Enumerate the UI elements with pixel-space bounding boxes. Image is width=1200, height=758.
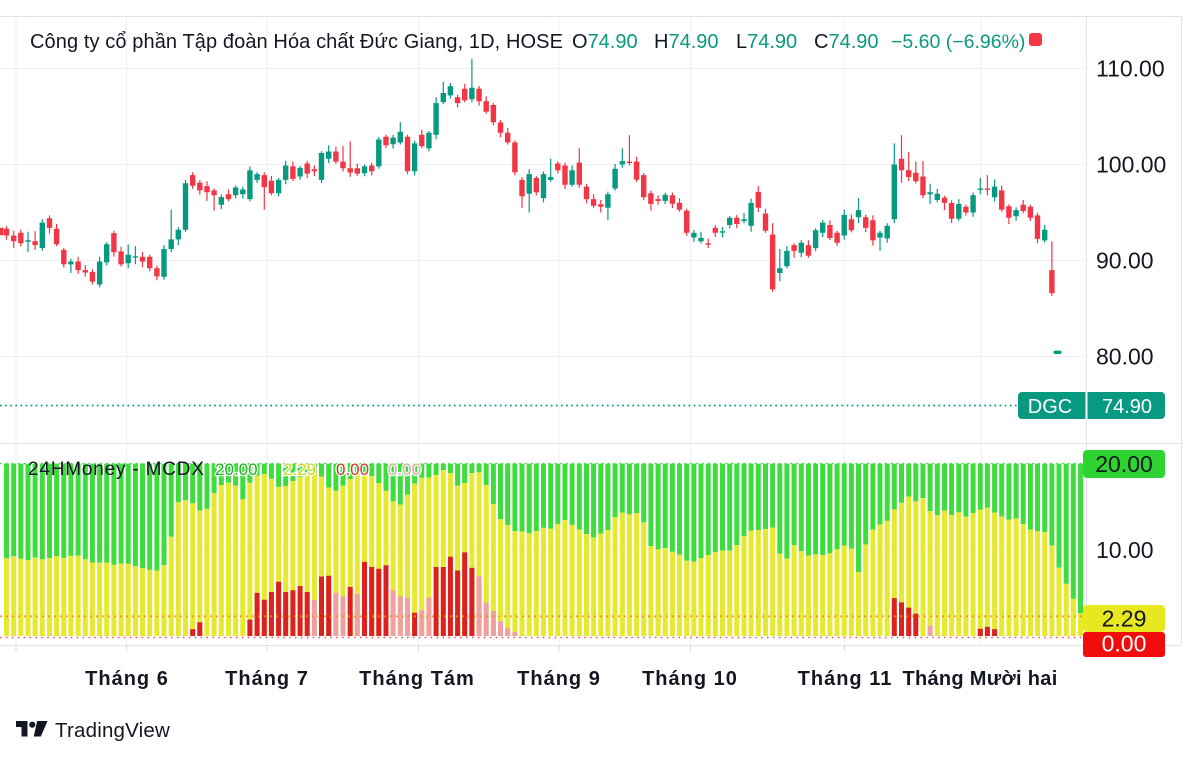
svg-text:2.29: 2.29 (1102, 606, 1147, 632)
svg-text:110.00: 110.00 (1096, 56, 1165, 82)
svg-text:100.00: 100.00 (1096, 152, 1166, 178)
svg-text:10.00: 10.00 (1096, 537, 1154, 563)
svg-text:0.00: 0.00 (1102, 631, 1147, 657)
svg-text:TradingView: TradingView (55, 719, 170, 742)
svg-text:0.00: 0.00 (336, 460, 369, 479)
svg-text:Tháng 9: Tháng 9 (517, 668, 601, 690)
svg-text:80.00: 80.00 (1096, 344, 1154, 370)
svg-text:Tháng 7: Tháng 7 (225, 668, 309, 690)
svg-text:O74.90: O74.90 (572, 31, 638, 53)
svg-text:2.29: 2.29 (283, 460, 316, 479)
svg-text:90.00: 90.00 (1096, 248, 1154, 274)
svg-text:20.00: 20.00 (215, 460, 258, 479)
svg-text:24HMoney - MCDX: 24HMoney - MCDX (28, 459, 205, 480)
svg-text:74.90: 74.90 (1102, 396, 1152, 418)
svg-text:L74.90: L74.90 (736, 31, 797, 53)
svg-text:0.00: 0.00 (388, 460, 421, 479)
svg-text:Công ty cổ phần Tập đoàn Hóa c: Công ty cổ phần Tập đoàn Hóa chất Đức Gi… (30, 31, 563, 53)
svg-text:−5.60 (−6.96%): −5.60 (−6.96%) (891, 31, 1025, 53)
svg-text:C74.90: C74.90 (814, 31, 879, 53)
svg-text:Tháng 11: Tháng 11 (798, 668, 893, 690)
svg-text:Tháng 6: Tháng 6 (85, 668, 169, 690)
svg-text:Tháng Tám: Tháng Tám (359, 668, 475, 690)
svg-text:Tháng 10: Tháng 10 (642, 668, 738, 690)
svg-text:H74.90: H74.90 (654, 31, 719, 53)
svg-text:Tháng Mười hai: Tháng Mười hai (902, 668, 1057, 690)
svg-text:DGC: DGC (1028, 396, 1072, 418)
svg-text:20.00: 20.00 (1095, 451, 1153, 477)
